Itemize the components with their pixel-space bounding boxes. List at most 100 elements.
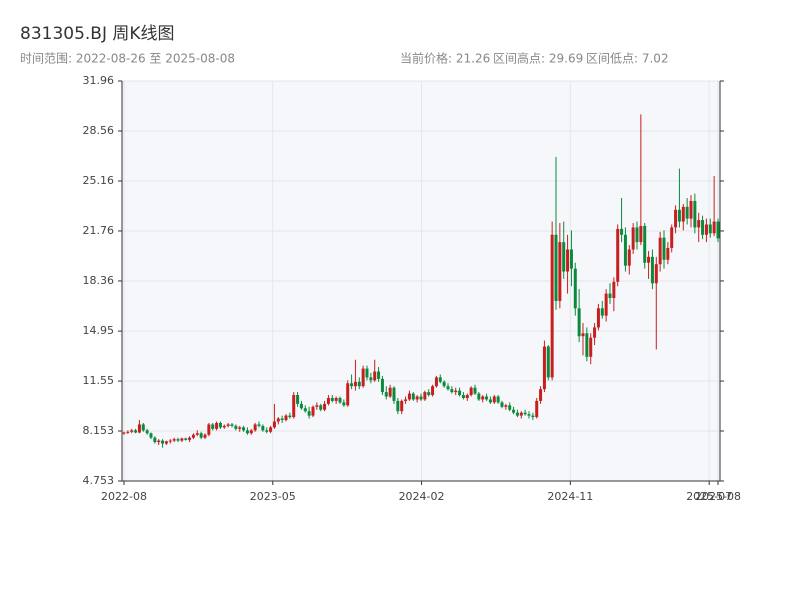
candle-body [168,440,172,442]
candle-body [265,430,269,432]
candle-body [338,397,342,403]
candle-body [296,395,300,404]
candle-body [485,396,489,400]
candle-body [442,381,446,387]
candle-body [419,396,423,400]
candle-body [523,412,527,415]
candle-body [531,415,535,418]
candle-body [161,440,165,444]
candle-body [384,392,388,397]
candle-body [272,421,276,428]
candle-body [396,400,400,412]
candle-body [423,392,427,400]
candle-body [461,395,465,398]
candle-body [323,403,327,410]
candle-body [662,237,666,260]
candle-body [203,434,207,438]
candle-body [141,424,145,431]
candle-body [527,414,531,416]
candle-body [122,432,126,434]
stat-high: 区间高点: 29.69 [493,51,583,66]
candle-body [180,438,184,441]
candle-body [319,405,323,410]
candle-body [369,377,373,381]
candle-body [438,377,442,382]
x-tick-label: 2025-08 [695,490,741,503]
candle-body [199,433,203,438]
y-tick-label: 25.16 [83,174,115,187]
candle-body [280,418,284,421]
candle-body [681,206,685,222]
candle-body [546,346,550,378]
candle-body [361,368,365,387]
candle-body [342,402,346,406]
candle-body [593,327,597,338]
candle-body [191,434,195,438]
candle-body [550,234,554,378]
candle-body [508,405,512,410]
candle-body [643,225,647,263]
candle-body [608,293,612,299]
candle-body [157,440,161,443]
y-tick-label: 28.56 [83,124,115,137]
candle-body [674,209,678,228]
chart-subtitle: 时间范围: 2022-08-26 至 2025-08-08 [20,52,235,66]
candle-body [176,439,180,441]
candle-body [392,387,396,401]
candle-body [388,387,392,397]
candle-body [226,424,230,426]
candle-body [600,308,604,316]
candle-body [554,234,558,301]
y-tick-label: 4.753 [83,474,115,487]
candle-body [184,438,188,440]
candle-body [716,221,720,239]
candle-body [218,422,222,428]
candle-body [589,337,593,357]
candle-body [693,200,697,228]
candle-body [130,430,134,432]
candle-body [604,293,608,316]
candle-body [299,403,303,409]
candle-body [137,424,141,433]
candle-body [596,308,600,328]
candle-body [257,424,261,426]
candle-body [326,397,330,404]
candle-body [415,396,419,400]
candle-body [373,371,377,381]
candle-body [407,393,411,400]
stat-low: 区间低点: 7.02 [586,52,669,66]
candle-body [230,424,234,426]
candle-body [620,228,624,235]
candle-body [658,237,662,265]
candle-body [535,400,539,418]
candle-body [477,393,481,400]
candle-body [330,397,334,401]
candle-body [172,439,176,441]
candle-body [334,397,338,401]
candle-body [458,390,462,396]
x-tick-label: 2022-08 [101,490,147,503]
candle-body [404,399,408,401]
candle-body [377,371,381,379]
candle-body [380,378,384,393]
candle-body [249,430,253,434]
candle-body [701,220,705,235]
candle-body [670,227,674,249]
candle-body [222,425,226,428]
candle-body [427,392,431,396]
candle-body [708,224,712,234]
candle-body [473,387,477,394]
candle-body [566,249,570,272]
candle-body [469,387,473,396]
candle-body [627,249,631,266]
candle-body [238,427,242,429]
candle-body [573,268,577,309]
candle-body [357,381,361,387]
stat-current: 当前价格: 21.26 [400,51,490,66]
candle-body [697,220,701,228]
candle-body [284,415,288,421]
candle-body [261,425,265,431]
candle-body [454,390,458,393]
x-tick-label: 2025-07 [686,490,732,503]
